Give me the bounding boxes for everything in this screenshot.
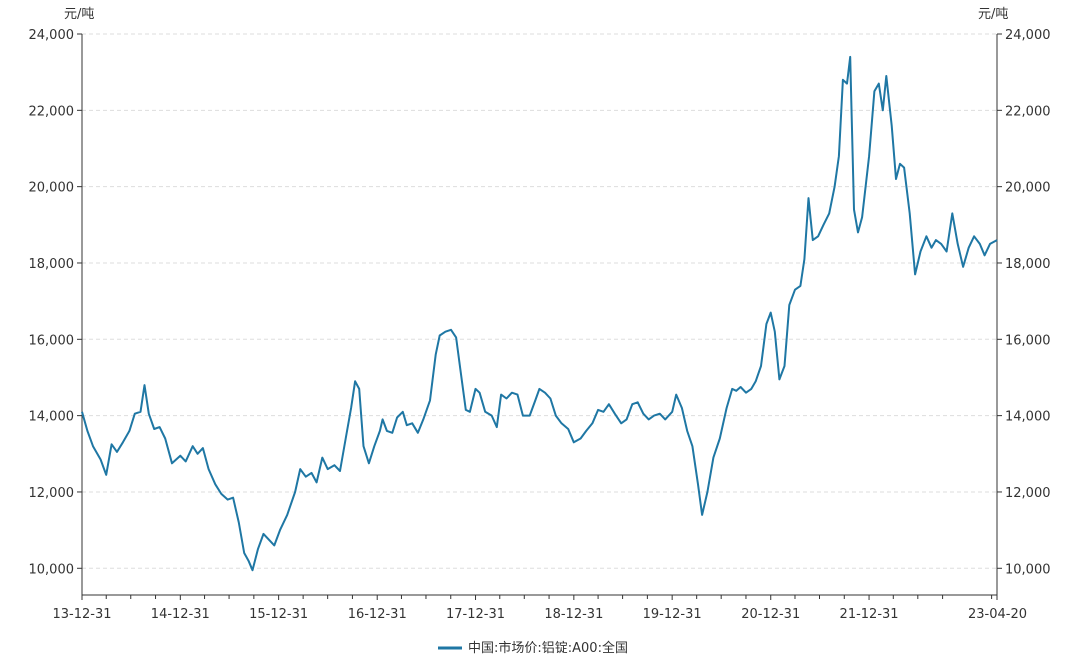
- x-tick-label: 21-12-31: [840, 607, 899, 622]
- x-tick-label: 15-12-31: [249, 607, 308, 622]
- y-tick-label-left: 24,000: [29, 28, 75, 43]
- y-tick-label-left: 10,000: [29, 562, 75, 577]
- series-line: [81, 55, 998, 572]
- y-tick-label-right: 14,000: [1005, 410, 1051, 425]
- x-tick-label: 18-12-31: [544, 607, 603, 622]
- y-tick-label-left: 16,000: [29, 333, 75, 348]
- series-lines: [81, 55, 998, 572]
- y-unit-right: 元/吨: [978, 7, 1008, 22]
- x-axis-ticks: 13-12-31 14-12-31 15-12-31 16-12-31 17-12-31…: [52, 595, 1027, 622]
- y-tick-label-right: 18,000: [1005, 257, 1051, 272]
- y-tick-label-left: 14,000: [29, 410, 75, 425]
- y-tick-label-left: 22,000: [29, 104, 75, 119]
- y-tick-label-right: 22,000: [1005, 104, 1051, 119]
- y-tick-label-right: 10,000: [1005, 562, 1051, 577]
- y-tick-label-left: 18,000: [29, 257, 75, 272]
- x-tick-label: 19-12-31: [643, 607, 702, 622]
- axes: [81, 34, 998, 596]
- x-tick-label: 13-12-31: [52, 607, 111, 622]
- y-axis-left-ticks: 10,000 12,000 14,000 16,000 18,000 20,000 22,0…: [29, 28, 82, 577]
- x-tick-label: 16-12-31: [348, 607, 407, 622]
- legend-label: 中国:市场价:铝锭:A00:全国: [468, 640, 628, 656]
- x-tick-label: 17-12-31: [446, 607, 505, 622]
- y-tick-label-right: 16,000: [1005, 333, 1051, 348]
- grid-lines: [82, 33, 997, 569]
- x-tick-label: 23-04-20: [968, 607, 1027, 622]
- y-axis-right-ticks: 10,000 12,000 14,000 16,000 18,000 20,000 22,0…: [997, 28, 1051, 577]
- y-tick-label-right: 12,000: [1005, 486, 1051, 501]
- y-tick-label-right: 24,000: [1005, 28, 1051, 43]
- y-tick-label-left: 20,000: [29, 181, 75, 196]
- x-tick-label: 14-12-31: [151, 607, 210, 622]
- y-tick-label-left: 12,000: [29, 486, 75, 501]
- x-tick-label: 20-12-31: [741, 607, 800, 622]
- y-tick-label-right: 20,000: [1005, 181, 1051, 196]
- legend: 中国:市场价:铝锭:A00:全国: [438, 640, 628, 656]
- y-unit-left: 元/吨: [64, 7, 94, 22]
